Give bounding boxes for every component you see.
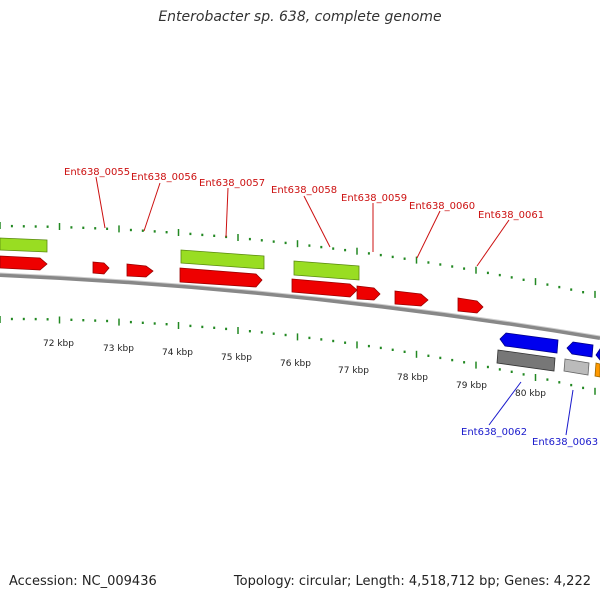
forward-cds-features [0, 255, 484, 314]
reverse-leader-lines [488, 381, 574, 436]
accession-text: Accession: NC_009436 [9, 574, 157, 589]
cds-arrow [92, 261, 110, 275]
gene-label: Ent638_0059 [341, 193, 407, 204]
scale-label: 74 kbp [162, 348, 193, 358]
gene-reverse [496, 349, 556, 372]
scale-label: 75 kbp [221, 353, 252, 363]
forward-leader-lines [95, 176, 510, 267]
scale-label: 78 kbp [397, 373, 428, 383]
scale-label: 79 kbp [456, 381, 487, 391]
cds-arrow-reverse [566, 341, 594, 358]
cds-arrow [394, 290, 429, 307]
scale-labels: 72 kbp 73 kbp 74 kbp 75 kbp 76 kbp 77 kb… [43, 339, 546, 399]
scale-label: 80 kbp [515, 389, 546, 399]
cds-arrow [356, 285, 381, 301]
map-title: Enterobacter sp. 638, complete genome [158, 9, 442, 25]
gene-label: Ent638_0062 [461, 427, 527, 438]
reverse-features [496, 332, 600, 378]
cds-arrow [126, 263, 154, 278]
scale-label: 72 kbp [43, 339, 74, 349]
forward-rna-features [0, 237, 360, 281]
cds-arrow [291, 278, 358, 298]
gene-label: Ent638_0060 [409, 201, 475, 212]
gene-reverse [563, 358, 590, 376]
cds-arrow [179, 267, 263, 288]
rna-feature [180, 249, 265, 270]
cds-arrow-reverse [595, 348, 600, 361]
genome-backbone [0, 273, 600, 340]
scale-label: 77 kbp [338, 366, 369, 376]
inner-tick-track [0, 316, 596, 395]
gene-label: Ent638_0057 [199, 178, 265, 189]
gene-label: Ent638_0058 [271, 185, 337, 196]
scale-label: 76 kbp [280, 359, 311, 369]
forward-gene-labels: Ent638_0055 Ent638_0056 Ent638_0057 Ent6… [64, 167, 544, 221]
scale-label: 73 kbp [103, 344, 134, 354]
cds-arrow [457, 297, 484, 314]
gene-label: Ent638_0056 [131, 172, 197, 183]
gene-reverse [594, 362, 600, 378]
rna-feature [293, 260, 360, 281]
cds-arrow [0, 255, 48, 271]
rna-feature [0, 237, 48, 253]
gene-label: Ent638_0061 [478, 210, 544, 221]
cds-arrow-reverse [499, 332, 559, 354]
gene-label: Ent638_0063 [532, 437, 598, 448]
outer-tick-track [0, 222, 596, 298]
reverse-gene-labels: Ent638_0062 Ent638_0063 [461, 427, 598, 448]
gene-label: Ent638_0055 [64, 167, 130, 178]
genome-summary-text: Topology: circular; Length: 4,518,712 bp… [233, 574, 591, 589]
